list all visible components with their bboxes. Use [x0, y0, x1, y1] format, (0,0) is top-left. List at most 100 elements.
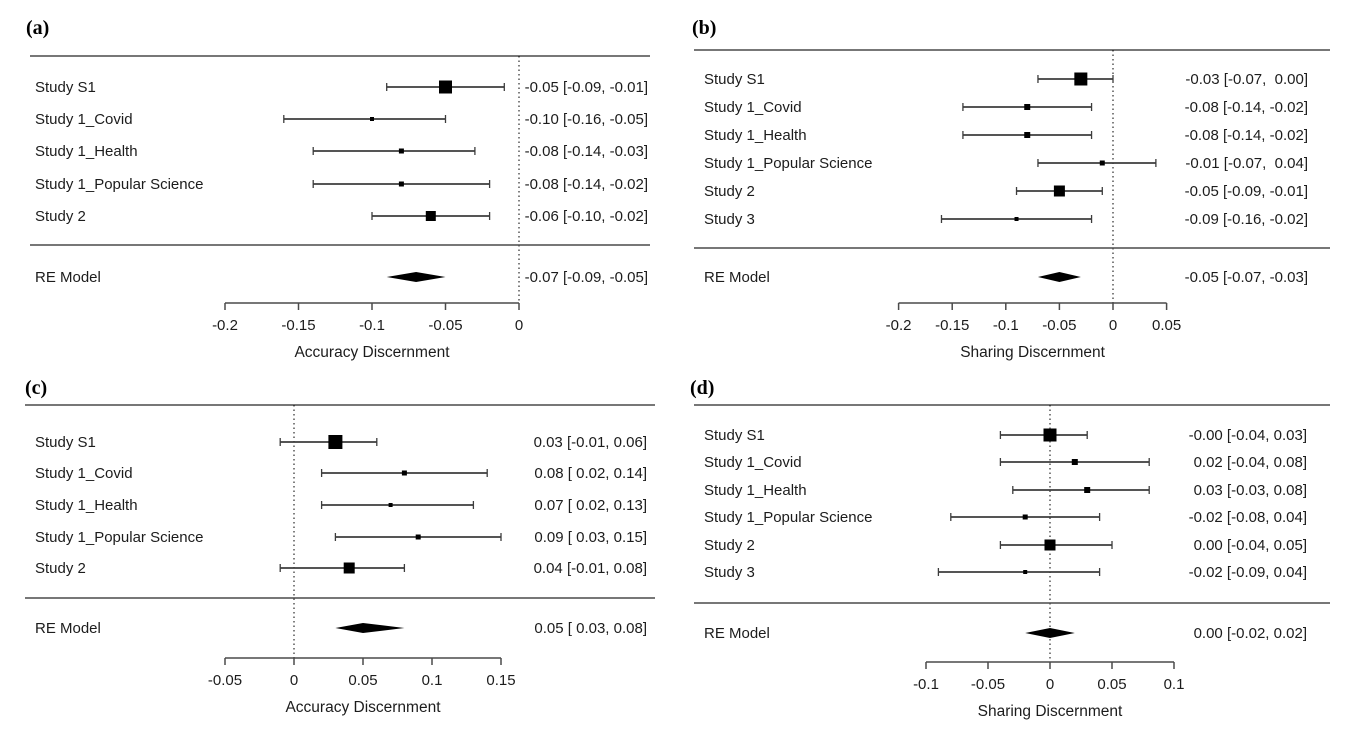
summary-label: RE Model [704, 269, 770, 286]
study-label: Study 2 [35, 560, 86, 577]
forest-panel-chart: (b) Study S1 -0.03 [-0.07, 0.00] Study 1_Co… [692, 17, 1330, 361]
x-axis-tick-label: -0.05 [208, 672, 242, 689]
x-axis-tick-label: 0 [1109, 317, 1117, 334]
point-estimate-marker [398, 148, 404, 154]
study-label: Study 1_Popular Science [704, 155, 872, 172]
study-label: Study 3 [704, 211, 755, 228]
estimate-annotation: -0.02 [-0.08, 0.04] [1189, 509, 1307, 526]
estimate-annotation: 0.04 [-0.01, 0.08] [534, 560, 647, 577]
estimate-annotation: -0.01 [-0.07, 0.04] [1185, 155, 1308, 172]
estimate-annotation: -0.02 [-0.09, 0.04] [1189, 564, 1307, 581]
study-label: Study 2 [35, 208, 86, 225]
estimate-annotation: 0.09 [ 0.03, 0.15] [534, 529, 647, 546]
estimate-annotation: -0.05 [-0.09, -0.01] [1185, 183, 1308, 200]
estimate-annotation: 0.00 [-0.04, 0.05] [1194, 537, 1307, 554]
point-estimate-marker [343, 562, 355, 574]
estimate-annotation: 0.03 [-0.03, 0.08] [1194, 482, 1307, 499]
summary-annotation: 0.00 [-0.02, 0.02] [1194, 625, 1307, 642]
estimate-annotation: -0.10 [-0.16, -0.05] [525, 111, 648, 128]
point-estimate-marker [1053, 185, 1065, 197]
summary-diamond [386, 272, 446, 282]
estimate-annotation: 0.03 [-0.01, 0.06] [534, 434, 647, 451]
summary-annotation: -0.07 [-0.09, -0.05] [525, 269, 648, 286]
x-axis-tick-label: -0.15 [935, 317, 969, 334]
point-estimate-marker [370, 117, 374, 121]
forest-panel-chart: (c) Study S1 0.03 [-0.01, 0.06] Study 1_Cov… [25, 377, 655, 716]
summary-label: RE Model [704, 625, 770, 642]
study-label: Study 1_Health [35, 143, 138, 160]
point-estimate-marker [1084, 487, 1091, 493]
study-label: Study 1_Covid [35, 465, 133, 482]
study-label: Study 1_Popular Science [704, 509, 872, 526]
panel-letter-label: (a) [26, 17, 49, 39]
x-axis-tick-label: 0.15 [486, 672, 515, 689]
x-axis-tick-label: -0.1 [913, 676, 939, 693]
study-label: Study 1_Health [704, 482, 807, 499]
x-axis-tick-label: 0.05 [348, 672, 377, 689]
x-axis-tick-label: -0.05 [428, 317, 462, 334]
point-estimate-marker [401, 470, 407, 476]
estimate-annotation: -0.08 [-0.14, -0.02] [1185, 127, 1308, 144]
study-label: Study 1_Popular Science [35, 176, 203, 193]
estimate-annotation: -0.08 [-0.14, -0.02] [525, 176, 648, 193]
study-label: Study S1 [704, 71, 765, 88]
panel-sharing-discernment-fake-news: (b) Study S1 -0.03 [-0.07, 0.00] Study 1_Co… [674, 0, 1347, 374]
x-axis-tick-label: 0.1 [422, 672, 443, 689]
x-axis-tick-label: 0.05 [1152, 317, 1181, 334]
x-axis-tick-label: -0.2 [212, 317, 238, 334]
point-estimate-marker [1014, 217, 1019, 221]
summary-diamond [1037, 272, 1081, 282]
estimate-annotation: -0.00 [-0.04, 0.03] [1189, 427, 1307, 444]
panel-accuracy-discernment-true-news: (c) Study S1 0.03 [-0.01, 0.06] Study 1_Cov… [0, 373, 673, 747]
summary-annotation: -0.05 [-0.07, -0.03] [1185, 269, 1308, 286]
x-axis-tick-label: 0.1 [1164, 676, 1185, 693]
point-estimate-marker [398, 181, 404, 187]
estimate-annotation: -0.03 [-0.07, 0.00] [1185, 71, 1308, 88]
point-estimate-marker [415, 534, 421, 540]
study-label: Study 2 [704, 183, 755, 200]
study-label: Study 1_Popular Science [35, 529, 203, 546]
summary-label: RE Model [35, 620, 101, 637]
estimate-annotation: -0.08 [-0.14, -0.03] [525, 143, 648, 160]
study-label: Study 3 [704, 564, 755, 581]
x-axis-title: Accuracy Discernment [294, 344, 450, 361]
point-estimate-marker [328, 435, 343, 449]
point-estimate-marker [1043, 428, 1057, 442]
point-estimate-marker [1044, 539, 1056, 551]
point-estimate-marker [1023, 570, 1028, 574]
point-estimate-marker [388, 503, 393, 507]
study-label: Study 2 [704, 537, 755, 554]
estimate-annotation: 0.02 [-0.04, 0.08] [1194, 454, 1307, 471]
point-estimate-marker [425, 211, 436, 221]
x-axis-tick-label: 0 [515, 317, 523, 334]
x-axis-tick-label: -0.05 [971, 676, 1005, 693]
point-estimate-marker [439, 80, 452, 94]
summary-diamond [335, 623, 405, 633]
x-axis-tick-label: -0.2 [886, 317, 912, 334]
estimate-annotation: -0.08 [-0.14, -0.02] [1185, 99, 1308, 116]
panel-letter-label: (d) [690, 377, 714, 399]
x-axis-title: Accuracy Discernment [285, 699, 441, 716]
x-axis-tick-label: -0.1 [993, 317, 1019, 334]
summary-annotation: 0.05 [ 0.03, 0.08] [534, 620, 647, 637]
x-axis-tick-label: -0.1 [359, 317, 385, 334]
x-axis-tick-label: -0.15 [281, 317, 315, 334]
estimate-annotation: 0.08 [ 0.02, 0.14] [534, 465, 647, 482]
study-label: Study S1 [35, 434, 96, 451]
study-label: Study 1_Covid [704, 99, 802, 116]
study-label: Study 1_Health [704, 127, 807, 144]
study-label: Study S1 [35, 79, 96, 96]
study-label: Study 1_Covid [704, 454, 802, 471]
point-estimate-marker [1024, 104, 1031, 110]
study-label: Study 1_Covid [35, 111, 133, 128]
summary-label: RE Model [35, 269, 101, 286]
estimate-annotation: -0.09 [-0.16, -0.02] [1185, 211, 1308, 228]
point-estimate-marker [1099, 160, 1105, 166]
panel-letter-label: (b) [692, 17, 716, 39]
forest-panel-chart: (d) Study S1 -0.00 [-0.04, 0.03] Study 1_Co… [690, 377, 1330, 720]
point-estimate-marker [1022, 514, 1028, 520]
x-axis-title: Sharing Discernment [978, 703, 1123, 720]
point-estimate-marker [1071, 459, 1078, 465]
x-axis-tick-label: 0 [290, 672, 298, 689]
